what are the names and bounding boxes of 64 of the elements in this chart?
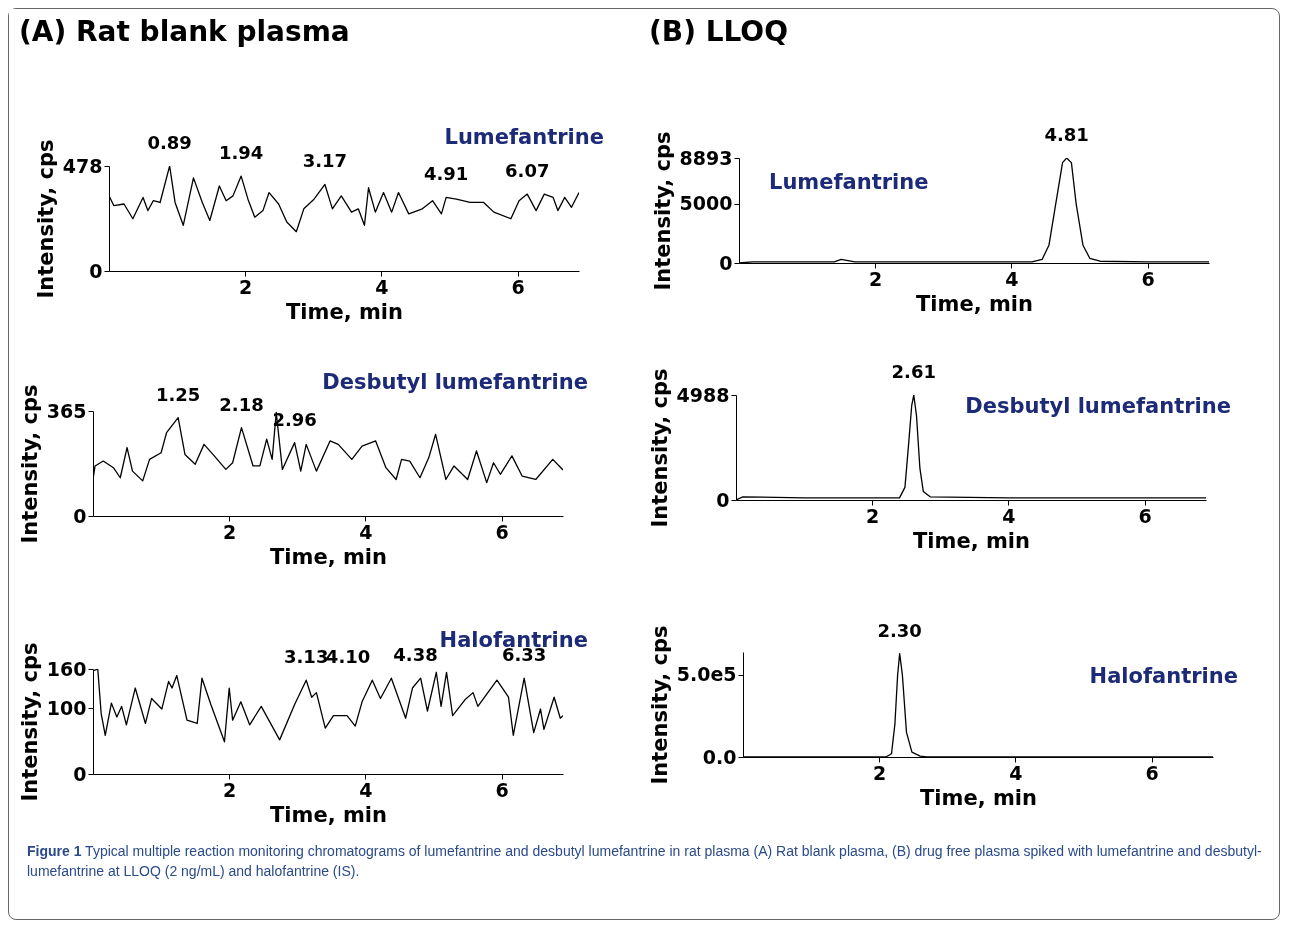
x-tick-label: 6 xyxy=(1141,267,1155,290)
y-tick-label: 478 xyxy=(62,154,103,177)
y-axis-title: Intensity, cps xyxy=(33,139,58,299)
annotation: 1.25 xyxy=(155,383,201,405)
x-tick-label: 6 xyxy=(511,275,525,298)
x-tick-label: 4 xyxy=(375,275,389,298)
x-tick-label: 2 xyxy=(223,778,237,801)
x-tick-label: 6 xyxy=(1138,504,1152,527)
x-tick-label: 4 xyxy=(359,778,373,801)
y-axis-title: Intensity, cps xyxy=(17,642,42,802)
annotation: 2.18 xyxy=(219,393,264,415)
x-tick-label: 4 xyxy=(1002,504,1016,527)
y-tick-label: 0 xyxy=(719,251,733,274)
x-tick-label: 4 xyxy=(1005,267,1019,290)
y-axis-title: Intensity, cps xyxy=(650,131,675,291)
y-tick-label: 160 xyxy=(46,657,87,680)
annotation: 2.61 xyxy=(891,361,936,382)
x-tick-label: 6 xyxy=(1145,761,1159,784)
annotation: 4.81 xyxy=(1044,124,1089,145)
x-axis-title: Time, min xyxy=(270,544,387,569)
y-tick-label: 0 xyxy=(73,504,87,527)
y-axis-title: Intensity, cps xyxy=(647,368,672,528)
x-tick-label: 4 xyxy=(1009,761,1023,784)
y-tick-label: 365 xyxy=(46,399,87,422)
annotation: 0.89 xyxy=(147,132,192,153)
x-tick-label: 4 xyxy=(359,520,373,543)
x-axis-title: Time, min xyxy=(920,785,1037,810)
text: Desbutyl lumefantrine xyxy=(322,370,588,394)
chart-title: (B) LLOQ xyxy=(649,15,788,48)
y-tick-label: 100 xyxy=(46,696,87,719)
x-tick-label: 2 xyxy=(873,761,887,784)
annotation: Lumefantrine xyxy=(769,170,929,194)
y-tick-label: 8893 xyxy=(679,146,733,169)
chart-title: (A) Rat blank plasma xyxy=(19,15,350,48)
x-tick-label: 2 xyxy=(239,275,253,298)
annotation: 4.91 xyxy=(423,163,469,185)
annotation: 3.17 xyxy=(302,150,348,172)
x-tick-label: 2 xyxy=(223,520,237,543)
y-axis-title: Intensity, cps xyxy=(647,625,672,785)
text: Lumefantrine xyxy=(444,125,604,149)
annotation: 1.94 xyxy=(218,142,264,164)
x-axis-title: Time, min xyxy=(913,528,1030,553)
annotation: 4.10 xyxy=(325,646,371,668)
caption: Figure 1 Typical multiple reaction monitoring chromatograms of lumefantrine and desbutyl lumefantrine in rat plasma (A) Rat blank plasma, (B) drug free plasma spiked with lumefantrine and desbutyl-lumefantrine at LLOQ (2 ng/mL) and halofantrine (IS). xyxy=(27,842,1263,881)
y-axis-title: Intensity, cps xyxy=(17,384,42,544)
annotation: Halofantrine xyxy=(1089,664,1238,688)
y-tick-label: 4988 xyxy=(676,383,730,406)
y-tick-label: 5.0e5 xyxy=(676,663,737,686)
annotation: Desbutyl lumefantrine xyxy=(965,394,1231,418)
x-axis-title: Time, min xyxy=(916,291,1033,316)
x-axis-title: Time, min xyxy=(286,299,403,324)
y-tick-label: 0 xyxy=(716,488,730,511)
x-tick-label: 2 xyxy=(869,267,883,290)
y-tick-label: 0.0 xyxy=(702,745,737,768)
x-tick-label: 6 xyxy=(495,778,509,801)
annotation: 2.30 xyxy=(877,619,922,641)
x-axis-title: Time, min xyxy=(270,802,387,827)
x-tick-label: 6 xyxy=(495,520,509,543)
y-tick-label: 5000 xyxy=(679,192,733,215)
y-tick-label: 0 xyxy=(89,259,103,282)
annotation: 6.07 xyxy=(505,160,550,182)
y-tick-label: 0 xyxy=(73,762,87,785)
x-tick-label: 2 xyxy=(866,504,880,527)
annotation: 4.38 xyxy=(393,644,438,666)
